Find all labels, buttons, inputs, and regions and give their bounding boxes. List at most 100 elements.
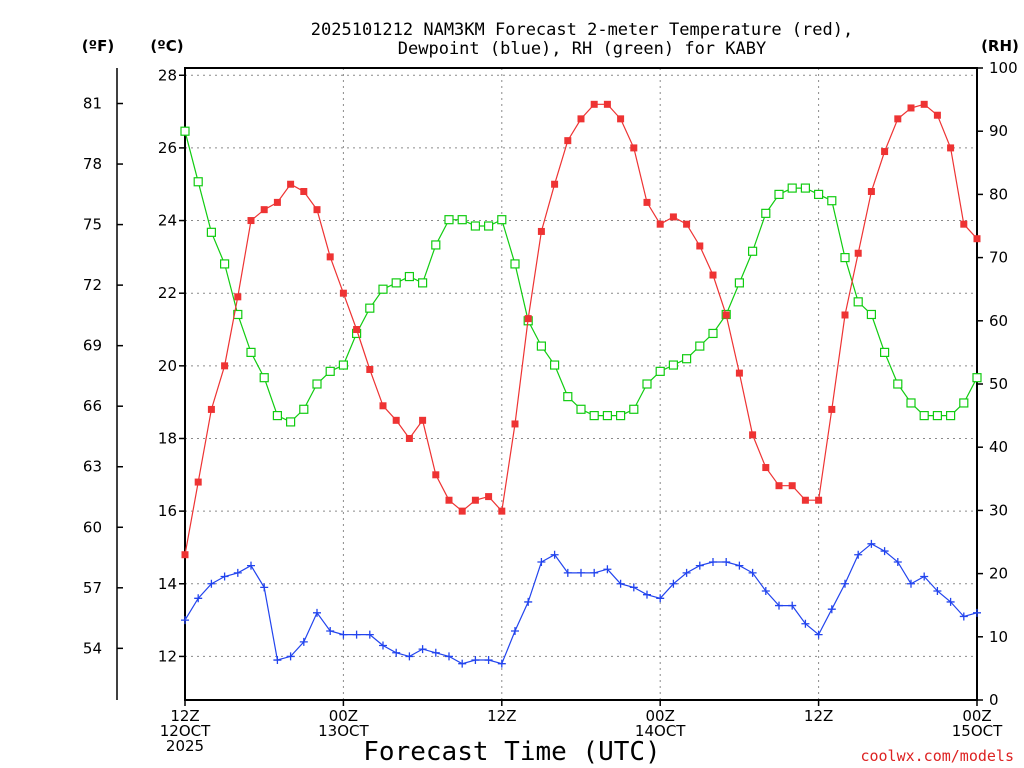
dewpoint-point	[722, 557, 731, 566]
rh-tick-label: 40	[989, 438, 1008, 456]
rh-tick-label: 80	[989, 185, 1008, 203]
dewpoint-point	[827, 605, 836, 614]
dewpoint-point	[233, 568, 242, 577]
dewpoint-point	[801, 619, 810, 628]
dewpoint-point	[550, 550, 559, 559]
fahrenheit-tick-label: 54	[83, 639, 102, 657]
dewpoint-point	[814, 630, 823, 639]
time-tick-label: 14OCT	[635, 722, 686, 740]
dewpoint-point	[577, 568, 585, 577]
rh-point	[510, 259, 520, 269]
celsius-tick-label: 28	[158, 66, 177, 84]
dewpoint-point	[959, 612, 968, 621]
temperature-point	[247, 217, 255, 225]
rh-tick-label: 100	[989, 59, 1018, 77]
plot-frame	[184, 67, 978, 701]
dewpoint-point	[748, 568, 757, 577]
dewpoint-point	[313, 608, 321, 617]
dewpoint-point	[907, 579, 915, 588]
fahrenheit-tick-label: 69	[83, 337, 102, 355]
dewpoint-point	[643, 590, 651, 599]
chart-title-line-1: 2025101212 NAM3KM Forecast 2-meter Tempe…	[311, 20, 853, 40]
dewpoint-point	[669, 579, 678, 588]
dewpoint-point	[273, 656, 282, 665]
rh-point	[840, 253, 850, 263]
rh-point	[708, 328, 718, 339]
rh-point	[286, 417, 296, 427]
dewpoint-point	[893, 557, 902, 566]
dewpoint-point	[379, 641, 387, 650]
temperature-series	[181, 100, 981, 559]
temperature-point	[287, 180, 295, 188]
rh-tick-label: 90	[989, 122, 1008, 140]
dewpoint-point	[709, 557, 717, 566]
temperature-point	[828, 405, 836, 413]
dewpoint-point	[405, 652, 414, 661]
temperature-point	[669, 213, 677, 221]
dewpoint-point	[286, 652, 295, 661]
fahrenheit-tick-label: 81	[83, 95, 102, 113]
temperature-point	[326, 253, 334, 261]
rh-point	[444, 215, 454, 225]
temperature-point	[524, 315, 532, 323]
temperature-point	[656, 220, 664, 228]
rh-point	[536, 341, 547, 351]
temperature-point	[379, 402, 387, 410]
rh-point	[563, 392, 573, 402]
temperature-point	[617, 115, 625, 123]
rh-point	[589, 411, 599, 421]
dewpoint-point	[181, 616, 189, 625]
dewpoint-point	[299, 637, 308, 646]
celsius-tick-label: 26	[158, 139, 177, 157]
rh-point	[813, 189, 824, 199]
time-tick-label: 00Z	[329, 707, 358, 725]
temperature-point	[630, 144, 638, 152]
time-tick-label: 15OCT	[952, 722, 1003, 740]
dewpoint-point	[431, 648, 440, 657]
fahrenheit-tick-label: 60	[83, 518, 102, 536]
dewpoint-point	[880, 547, 889, 556]
dewpoint-point	[471, 656, 480, 665]
temperature-point	[762, 464, 770, 472]
dewpoint-point	[590, 568, 599, 577]
rh-tick-label: 70	[989, 249, 1008, 267]
rh-point	[391, 278, 401, 288]
rh-tick-label: 30	[989, 501, 1008, 519]
temperature-point	[867, 187, 875, 195]
dewpoint-point	[933, 587, 942, 596]
temperature-point	[300, 187, 308, 195]
temperature-point	[815, 496, 823, 504]
celsius-tick-label: 16	[158, 502, 177, 520]
rh-tick-label: 20	[989, 565, 1008, 583]
rh-tick-label: 60	[989, 312, 1008, 330]
celsius-tick-label: 12	[158, 647, 177, 665]
fahrenheit-axis-unit: (ºF)	[82, 37, 114, 55]
temperature-point	[485, 493, 493, 501]
fahrenheit-tick-label: 75	[83, 216, 102, 234]
rh-point	[747, 246, 758, 256]
rh-point	[945, 411, 956, 421]
celsius-tick-label: 20	[158, 357, 177, 375]
temperature-point	[564, 137, 572, 145]
dewpoint-point	[365, 630, 374, 639]
temperature-point	[273, 198, 281, 206]
temperature-point	[392, 416, 400, 424]
dewpoint-point	[973, 608, 981, 617]
rh-point	[906, 398, 916, 408]
temperature-point	[577, 115, 585, 123]
temperature-point	[735, 369, 743, 377]
time-tick-label: 12OCT	[160, 722, 211, 740]
dewpoint-point	[339, 630, 348, 639]
rh-point	[959, 398, 969, 408]
temperature-point	[432, 471, 440, 479]
rh-point	[734, 278, 745, 288]
temperature-point	[194, 478, 202, 486]
temperature-point	[537, 227, 545, 235]
dewpoint-point	[946, 597, 955, 606]
dewpoint-point	[484, 656, 493, 665]
rh-point	[497, 215, 507, 225]
dewpoint-point	[207, 579, 216, 588]
dewpoint-point	[761, 587, 770, 596]
